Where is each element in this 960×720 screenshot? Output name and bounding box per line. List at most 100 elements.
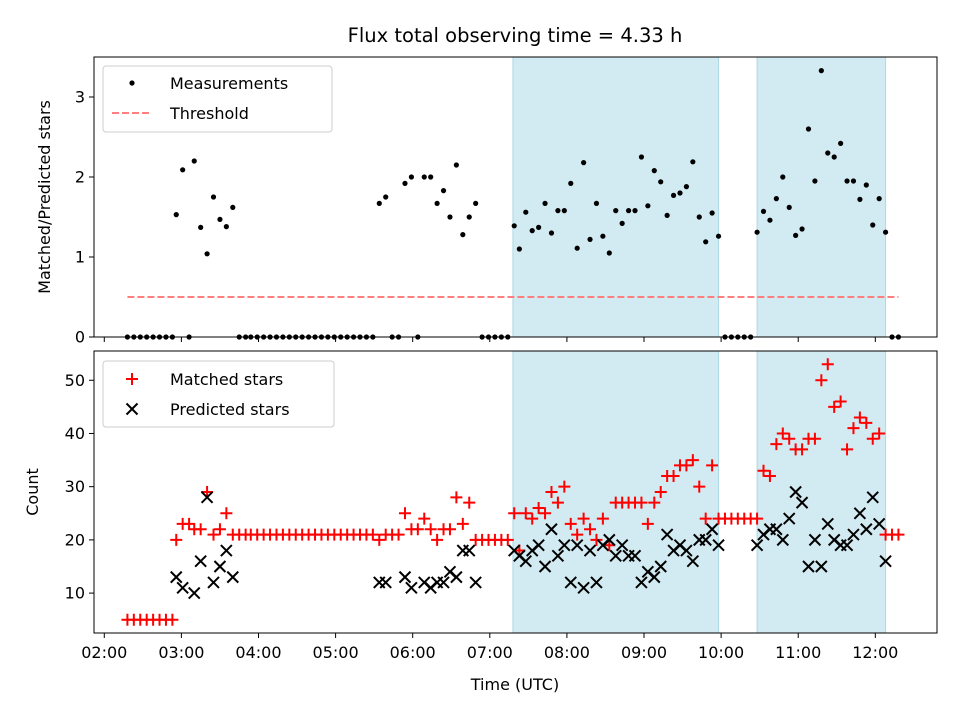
matched-star-point (757, 464, 770, 477)
predicted-star-point (879, 554, 892, 568)
measurement-point (600, 233, 606, 239)
predicted-star-point (615, 539, 629, 552)
measurement-point (383, 194, 389, 200)
matched-star-point (418, 512, 431, 525)
measurement-point (683, 184, 690, 190)
measurement-point (844, 178, 850, 184)
matched-star-point (424, 523, 437, 536)
matched-star-point (577, 512, 590, 525)
bottom-x-ticks: 02:00 03:00 04:00 05:00 06:00 07:00 08:00 09:00… (81, 633, 898, 662)
legend-marker-measurements (129, 80, 135, 86)
measurement-point (428, 174, 434, 180)
legend-marker-matched (126, 373, 138, 385)
matched-star-point (860, 416, 873, 429)
matched-star-point (635, 496, 648, 509)
measurement-point (210, 194, 217, 200)
measurement-point (473, 200, 479, 206)
measurement-point (677, 190, 683, 196)
x-tick-label: 06:00 (390, 643, 436, 662)
matched-star-point (808, 432, 821, 445)
matched-star-point (763, 470, 776, 483)
measurement-point (217, 216, 223, 222)
top-panel: 0 1 2 3 Matched/Predicted stars Measurement… (35, 56, 938, 347)
measurement-point (863, 182, 869, 188)
shaded-span (512, 350, 720, 634)
matched-star-point (551, 496, 564, 509)
matched-star-point (847, 422, 860, 435)
bottom-legend: Matched stars Predicted stars (102, 360, 335, 428)
measurement-point (857, 196, 863, 202)
measurement-point (625, 208, 632, 214)
matched-star-point (366, 528, 379, 541)
predicted-star-point (776, 533, 790, 547)
measurement-point (529, 228, 535, 234)
measurement-point (173, 212, 179, 218)
measurement-point (831, 154, 837, 160)
legend-label-measurements: Measurements (170, 74, 288, 93)
predicted-star-point (207, 576, 220, 589)
matched-star-point (783, 432, 796, 445)
measurement-point (574, 245, 580, 251)
predicted-star-point (226, 570, 239, 584)
measurement-point (421, 174, 427, 180)
measurement-point (645, 203, 651, 209)
measurement-point (670, 192, 677, 198)
matched-star-point (558, 480, 571, 493)
measurement-point (453, 162, 459, 168)
measurement-point (818, 68, 824, 74)
measurement-point (230, 204, 236, 210)
predicted-star-point (686, 554, 700, 568)
matched-star-point (194, 523, 207, 536)
measurement-point (850, 178, 857, 184)
measurement-point (223, 224, 229, 230)
predicted-star-point (648, 570, 661, 584)
matched-star-point (815, 374, 828, 387)
predicted-star-point (660, 528, 674, 541)
matched-star-point (680, 459, 693, 472)
matched-star-point (648, 496, 661, 509)
measurement-point (542, 200, 548, 206)
x-tick-label: 11:00 (775, 643, 821, 662)
y-tick-label: 1 (75, 248, 85, 267)
top-y-axis-label: Matched/Predicted stars (35, 100, 54, 294)
matched-star-point (654, 486, 667, 498)
measurement-point (613, 208, 619, 214)
predicted-star-point (821, 517, 834, 531)
measurement-point (709, 210, 715, 216)
predicted-star-point (200, 491, 214, 504)
matched-star-point (584, 523, 597, 536)
shaded-span (512, 56, 720, 338)
measurement-points (124, 68, 902, 340)
predicted-star-point (635, 576, 648, 589)
x-tick-label: 07:00 (467, 643, 513, 662)
x-tick-label: 12:00 (852, 643, 898, 662)
measurement-point (786, 204, 792, 210)
measurement-point (773, 196, 779, 202)
measurement-point (402, 180, 408, 186)
measurement-point (690, 159, 696, 165)
legend-label-matched: Matched stars (170, 370, 283, 389)
measurement-point (638, 154, 645, 160)
measurement-point (555, 208, 561, 214)
measurement-point (838, 140, 844, 146)
measurement-point (767, 217, 773, 223)
predicted-star-point (405, 581, 418, 594)
matched-star-point (841, 443, 854, 456)
measurement-point (198, 224, 204, 230)
matched-star-point (545, 486, 558, 498)
y-tick-label: 30 (65, 477, 85, 496)
predicted-star-point (437, 576, 450, 589)
predicted-star-point (194, 554, 207, 568)
chart-title: Flux total observing time = 4.33 h (348, 24, 683, 47)
matched-star-point (373, 533, 386, 546)
predicted-star-point (532, 539, 545, 552)
bottom-axes-frame (93, 350, 938, 634)
matched-star-point (170, 533, 183, 546)
predicted-star-point (570, 539, 584, 552)
top-shaded-spans (512, 56, 887, 338)
matched-star-point (590, 533, 603, 546)
matched-star-point (207, 528, 220, 541)
legend-marker-predicted (125, 402, 139, 416)
matched-star-point (892, 528, 905, 541)
predicted-star-point (538, 560, 552, 573)
